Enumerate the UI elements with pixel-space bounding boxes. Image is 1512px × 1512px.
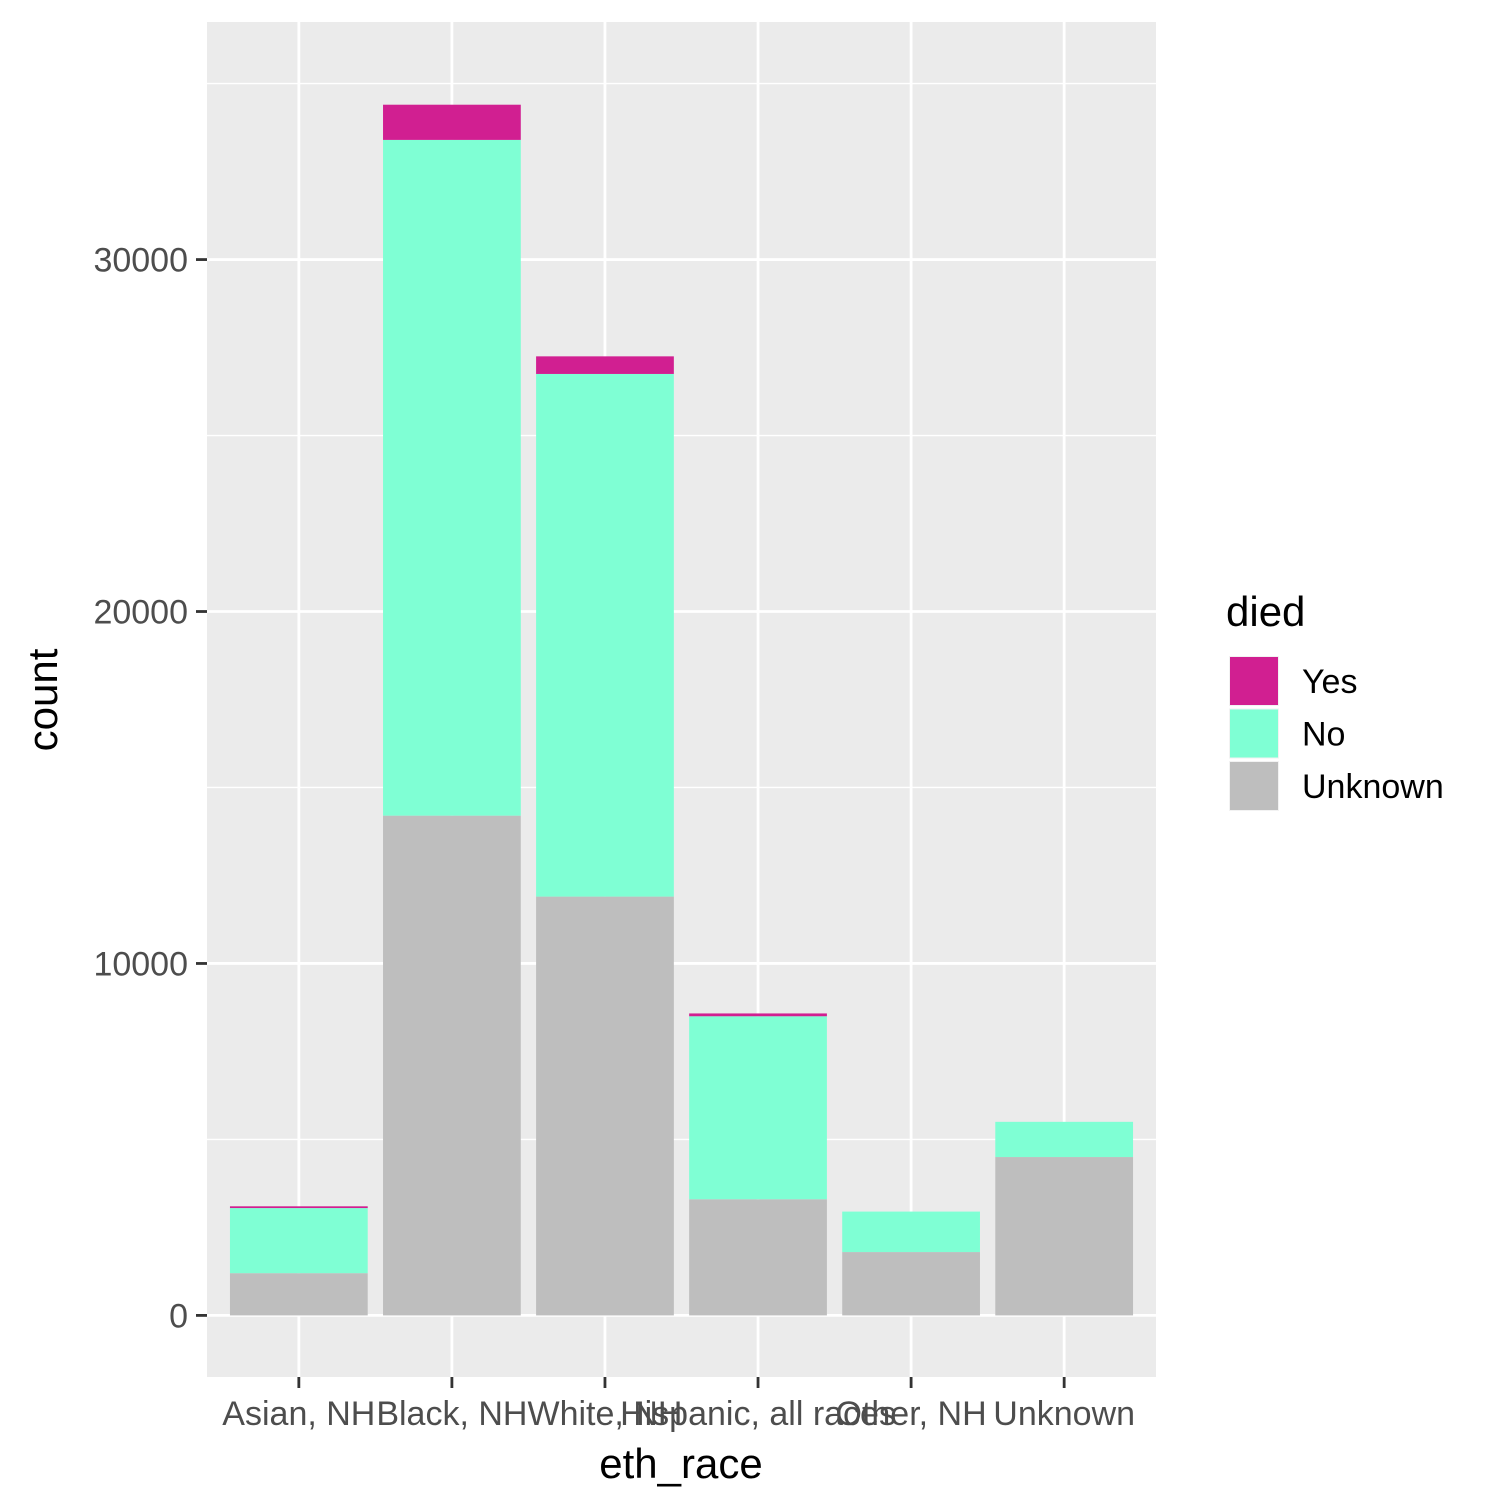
bar-segment-unknown — [995, 1157, 1134, 1316]
bars — [229, 104, 1134, 1316]
legend-key-no — [1230, 709, 1278, 758]
y-axis: 0 10000 20000 30000 — [93, 242, 207, 1335]
bar-segment-unknown — [383, 815, 521, 1316]
bar-segment-no — [536, 373, 674, 897]
x-tick-label: Unknown — [993, 1395, 1135, 1433]
x-tick-label: White, NH — [528, 1395, 683, 1433]
legend-key-unknown — [1230, 762, 1278, 810]
legend-title: died — [1226, 588, 1305, 635]
y-tick-label: 30000 — [93, 242, 188, 280]
legend-label-no: No — [1302, 716, 1345, 754]
legend: died Yes No Unknown — [1226, 588, 1444, 811]
y-tick-label: 10000 — [93, 945, 188, 983]
bar-segment-yes — [536, 356, 674, 374]
x-tick-label: Other, NH — [836, 1395, 987, 1433]
x-tick-label: Asian, NH — [222, 1395, 375, 1433]
y-tick-label: 20000 — [93, 594, 188, 632]
y-axis-title: count — [19, 648, 66, 751]
bar-segment-no — [383, 139, 521, 816]
bar-segment-yes — [689, 1013, 827, 1017]
legend-key-yes — [1230, 657, 1278, 705]
x-tick-label: Black, NH — [376, 1395, 527, 1433]
bar-segment-no — [689, 1016, 827, 1200]
x-tick-label: Hispanic, all races — [620, 1395, 896, 1433]
bar-segment-unknown — [229, 1273, 368, 1316]
legend-label-unknown: Unknown — [1302, 768, 1444, 806]
x-axis-title: eth_race — [599, 1440, 762, 1487]
bar-segment-no — [229, 1208, 368, 1274]
bar-segment-yes — [229, 1206, 368, 1209]
bar-segment-no — [995, 1121, 1134, 1158]
bar-segment-unknown — [842, 1252, 980, 1316]
bar-segment-unknown — [689, 1199, 827, 1316]
bar-segment-no — [842, 1211, 980, 1253]
legend-label-yes: Yes — [1302, 663, 1357, 701]
y-tick-label: 0 — [169, 1297, 188, 1335]
bar-segment-unknown — [536, 896, 674, 1316]
bar-segment-yes — [383, 104, 521, 140]
